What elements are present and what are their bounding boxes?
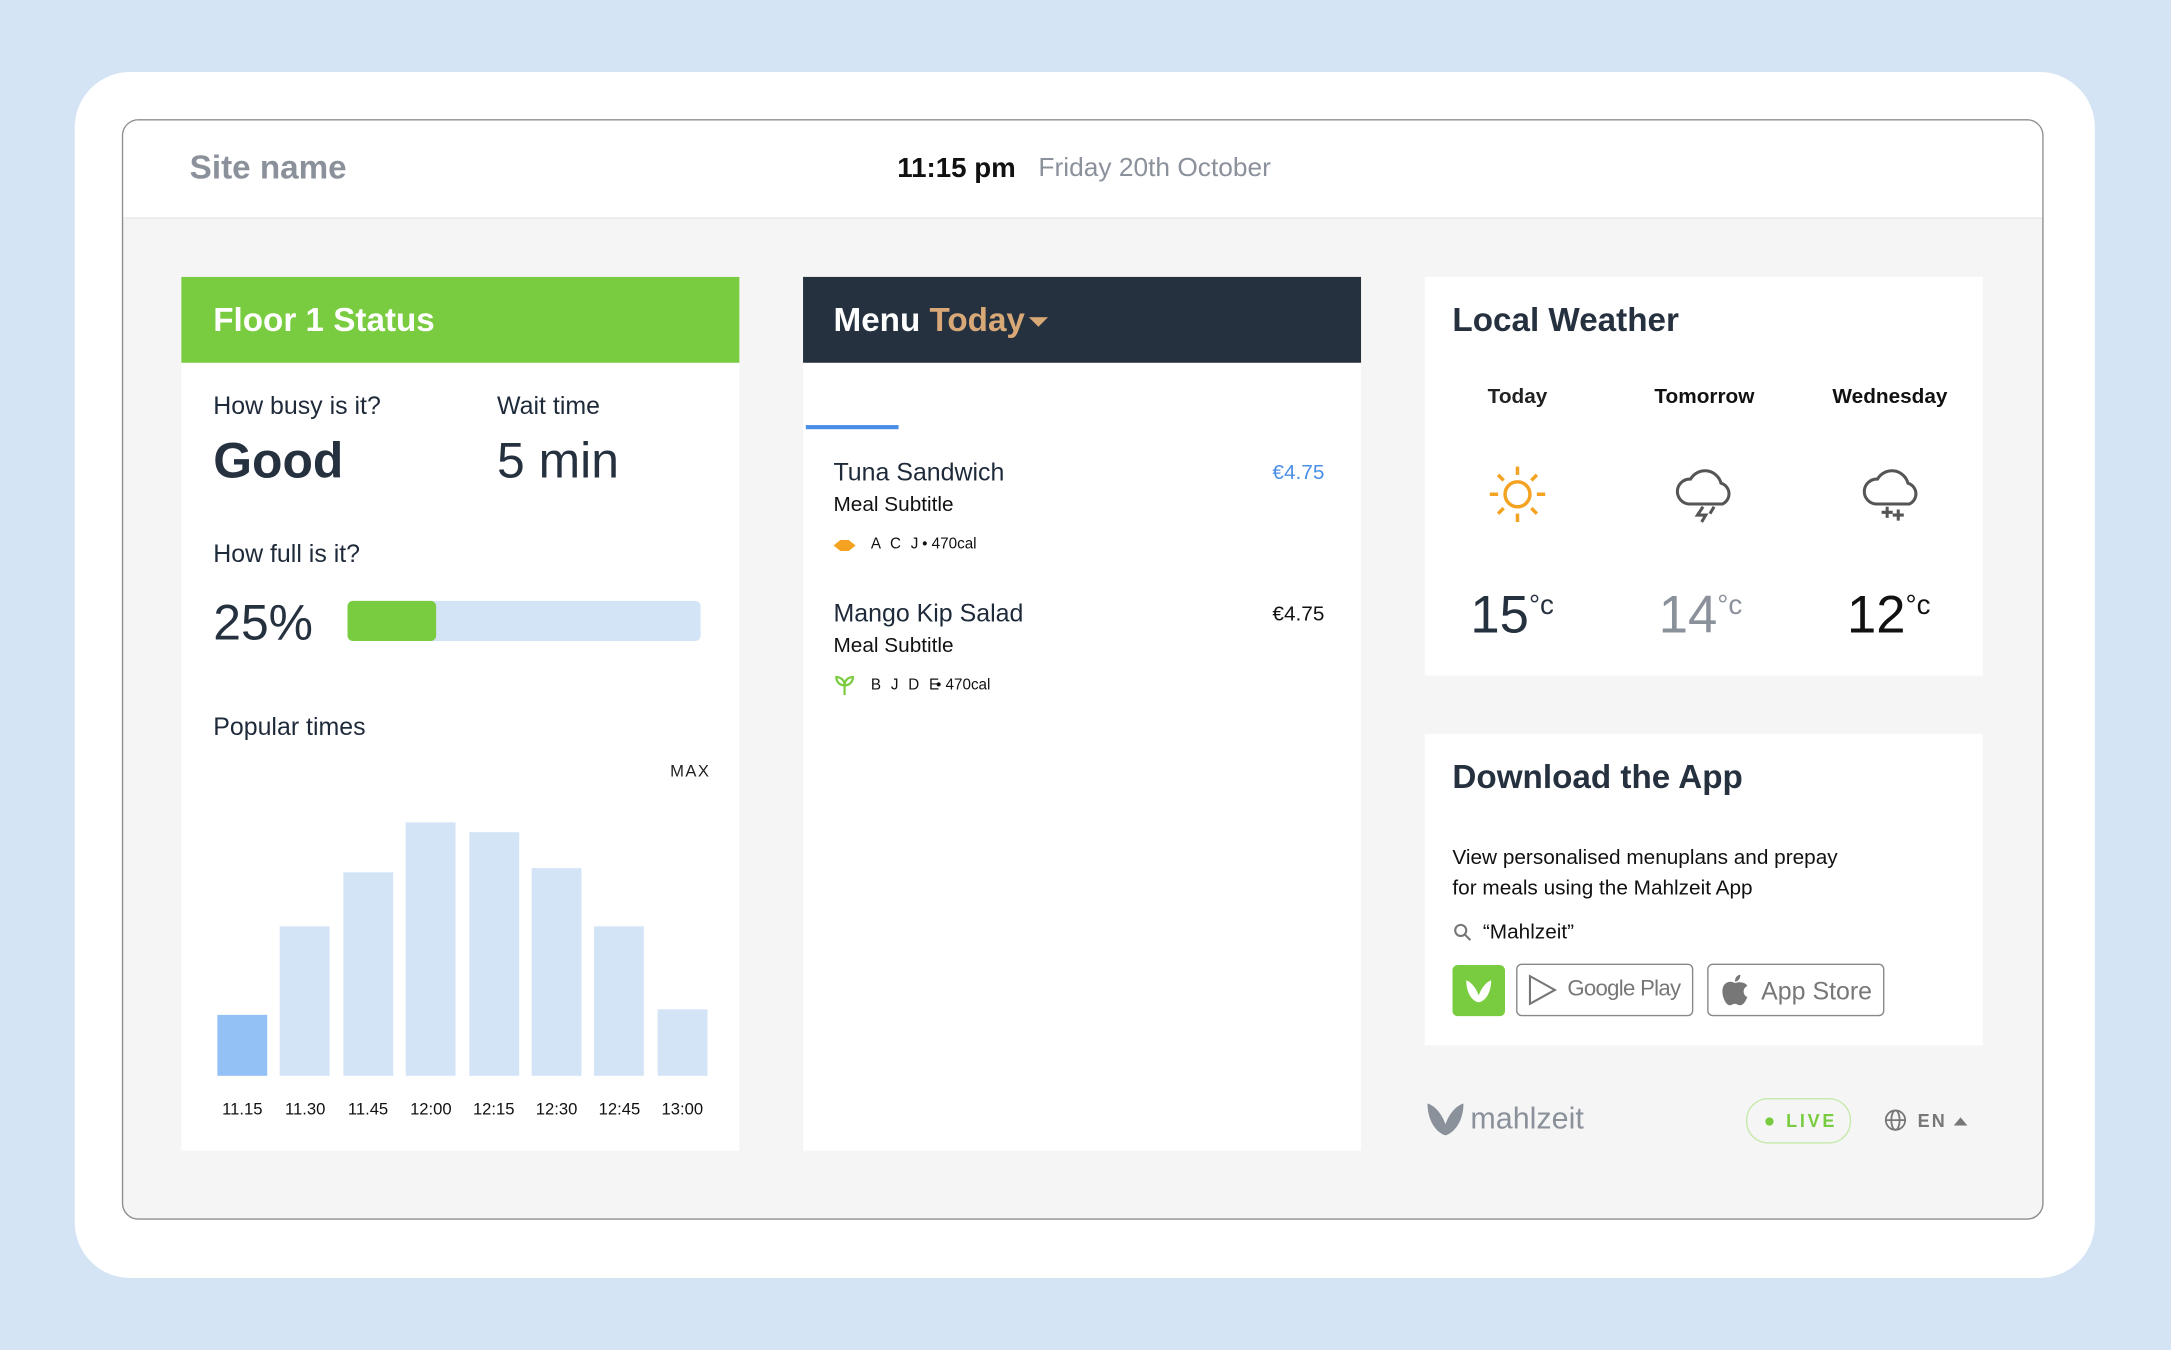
temp-unit: °c — [1717, 590, 1743, 621]
allergens: A C J — [870, 535, 922, 553]
x-tick-label: 11.15 — [222, 1099, 263, 1119]
x-tick-label: 12:15 — [472, 1099, 515, 1119]
x-tick-label: 11.45 — [347, 1099, 389, 1119]
day-label: Tomorrow — [1654, 384, 1755, 409]
x-tick-label: 12:30 — [535, 1099, 578, 1119]
full-label: How full is it? — [213, 539, 361, 568]
status-panel — [181, 276, 740, 1151]
fullness-label: 25% — [213, 593, 313, 651]
fish-icon — [833, 539, 856, 552]
top-bar — [123, 120, 2043, 219]
fullness-track — [347, 600, 701, 642]
app-description: View personalised menuplans and prepay — [1452, 845, 1838, 870]
temp-unit: °c — [1905, 590, 1931, 621]
snow-icon — [1862, 469, 1918, 521]
day-label: Wednesday — [1832, 384, 1948, 409]
temperature: 12°c — [1847, 587, 1930, 647]
temp-value: 14 — [1658, 587, 1718, 646]
menu-panel — [803, 276, 1362, 1151]
bar — [343, 871, 393, 1076]
busy-value: Good — [213, 431, 344, 489]
app-description: for meals using the Mahlzeit App — [1452, 876, 1753, 900]
weather-panel — [1424, 276, 1983, 676]
calories: • 470cal — [922, 535, 977, 553]
menu-header — [803, 276, 1362, 363]
temp-value: 12 — [1847, 587, 1906, 646]
item-subtitle: Meal Subtitle — [833, 634, 954, 658]
status-title: Floor 1 Status — [213, 301, 435, 340]
x-tick-label: 12:45 — [598, 1099, 641, 1119]
item-price: €4.75 — [1272, 602, 1325, 626]
menu-title: Menu Today — [834, 302, 1025, 341]
tab-indicator — [805, 425, 899, 430]
app-title: Download the App — [1452, 758, 1743, 797]
google-play-button[interactable]: Google Play — [1516, 963, 1694, 1017]
app-store-label: App Store — [1761, 977, 1873, 1006]
live-label: LIVE — [1786, 1110, 1838, 1132]
bar — [531, 868, 582, 1076]
item-name: Mango Kip Salad — [833, 599, 1024, 628]
plant-icon — [835, 675, 855, 696]
bar — [280, 926, 331, 1076]
item-name: Tuna Sandwich — [833, 458, 1005, 486]
temp-value: 15 — [1470, 587, 1529, 646]
item-subtitle: Meal Subtitle — [833, 492, 954, 517]
wait-label: Wait time — [497, 391, 600, 420]
temp-unit: °c — [1528, 590, 1554, 621]
temperature: 15°c — [1470, 587, 1553, 647]
apple-icon — [1722, 974, 1748, 1006]
site-name: Site name — [189, 149, 347, 187]
globe-icon — [1884, 1109, 1907, 1131]
bar — [468, 832, 519, 1076]
google-play-label: Google Play — [1567, 977, 1681, 1002]
search-icon — [1454, 923, 1472, 941]
status-header — [181, 276, 740, 363]
app-icon — [1452, 965, 1506, 1017]
sun-icon — [1489, 466, 1546, 522]
app-store-button[interactable]: App Store — [1707, 963, 1885, 1017]
menu-title-text: Menu — [833, 301, 921, 340]
menu-filter[interactable]: Today — [929, 301, 1025, 340]
language-switch[interactable]: EN — [1884, 1108, 1970, 1136]
temperature: 14°c — [1659, 587, 1742, 647]
time: 11:15 pm — [897, 153, 1016, 185]
calories: • 470cal — [935, 677, 991, 694]
storm-icon — [1675, 469, 1731, 523]
caret-icon — [1028, 317, 1049, 327]
search-term: “Mahlzeit” — [1482, 920, 1575, 945]
wait-value: 5 min — [497, 431, 619, 489]
x-tick-label: 13:00 — [661, 1099, 704, 1119]
bar — [217, 1014, 268, 1076]
app-panel — [1424, 733, 1983, 1046]
live-dot — [1765, 1117, 1774, 1126]
language-label: EN — [1917, 1110, 1947, 1132]
allergens: B J D E — [870, 677, 942, 694]
brand-name: mahlzeit — [1470, 1100, 1584, 1136]
max-label: MAX — [670, 761, 711, 781]
live-pill: LIVE — [1745, 1097, 1852, 1144]
item-price: €4.75 — [1272, 461, 1325, 485]
fullness-bar — [347, 600, 436, 642]
caret-up-icon — [1953, 1117, 1968, 1126]
date: Friday 20th October — [1038, 153, 1271, 183]
popular-label: Popular times — [213, 713, 366, 741]
day-label: Today — [1487, 384, 1548, 409]
busy-label: How busy is it? — [213, 391, 381, 420]
play-icon — [1528, 974, 1558, 1006]
x-tick-label: 12:00 — [410, 1099, 452, 1119]
bar — [405, 822, 456, 1076]
weather-title: Local Weather — [1452, 301, 1679, 340]
bar — [594, 926, 645, 1076]
brand-logo — [1427, 1103, 1464, 1136]
x-tick-label: 11.30 — [284, 1099, 326, 1119]
bar — [657, 1008, 708, 1076]
